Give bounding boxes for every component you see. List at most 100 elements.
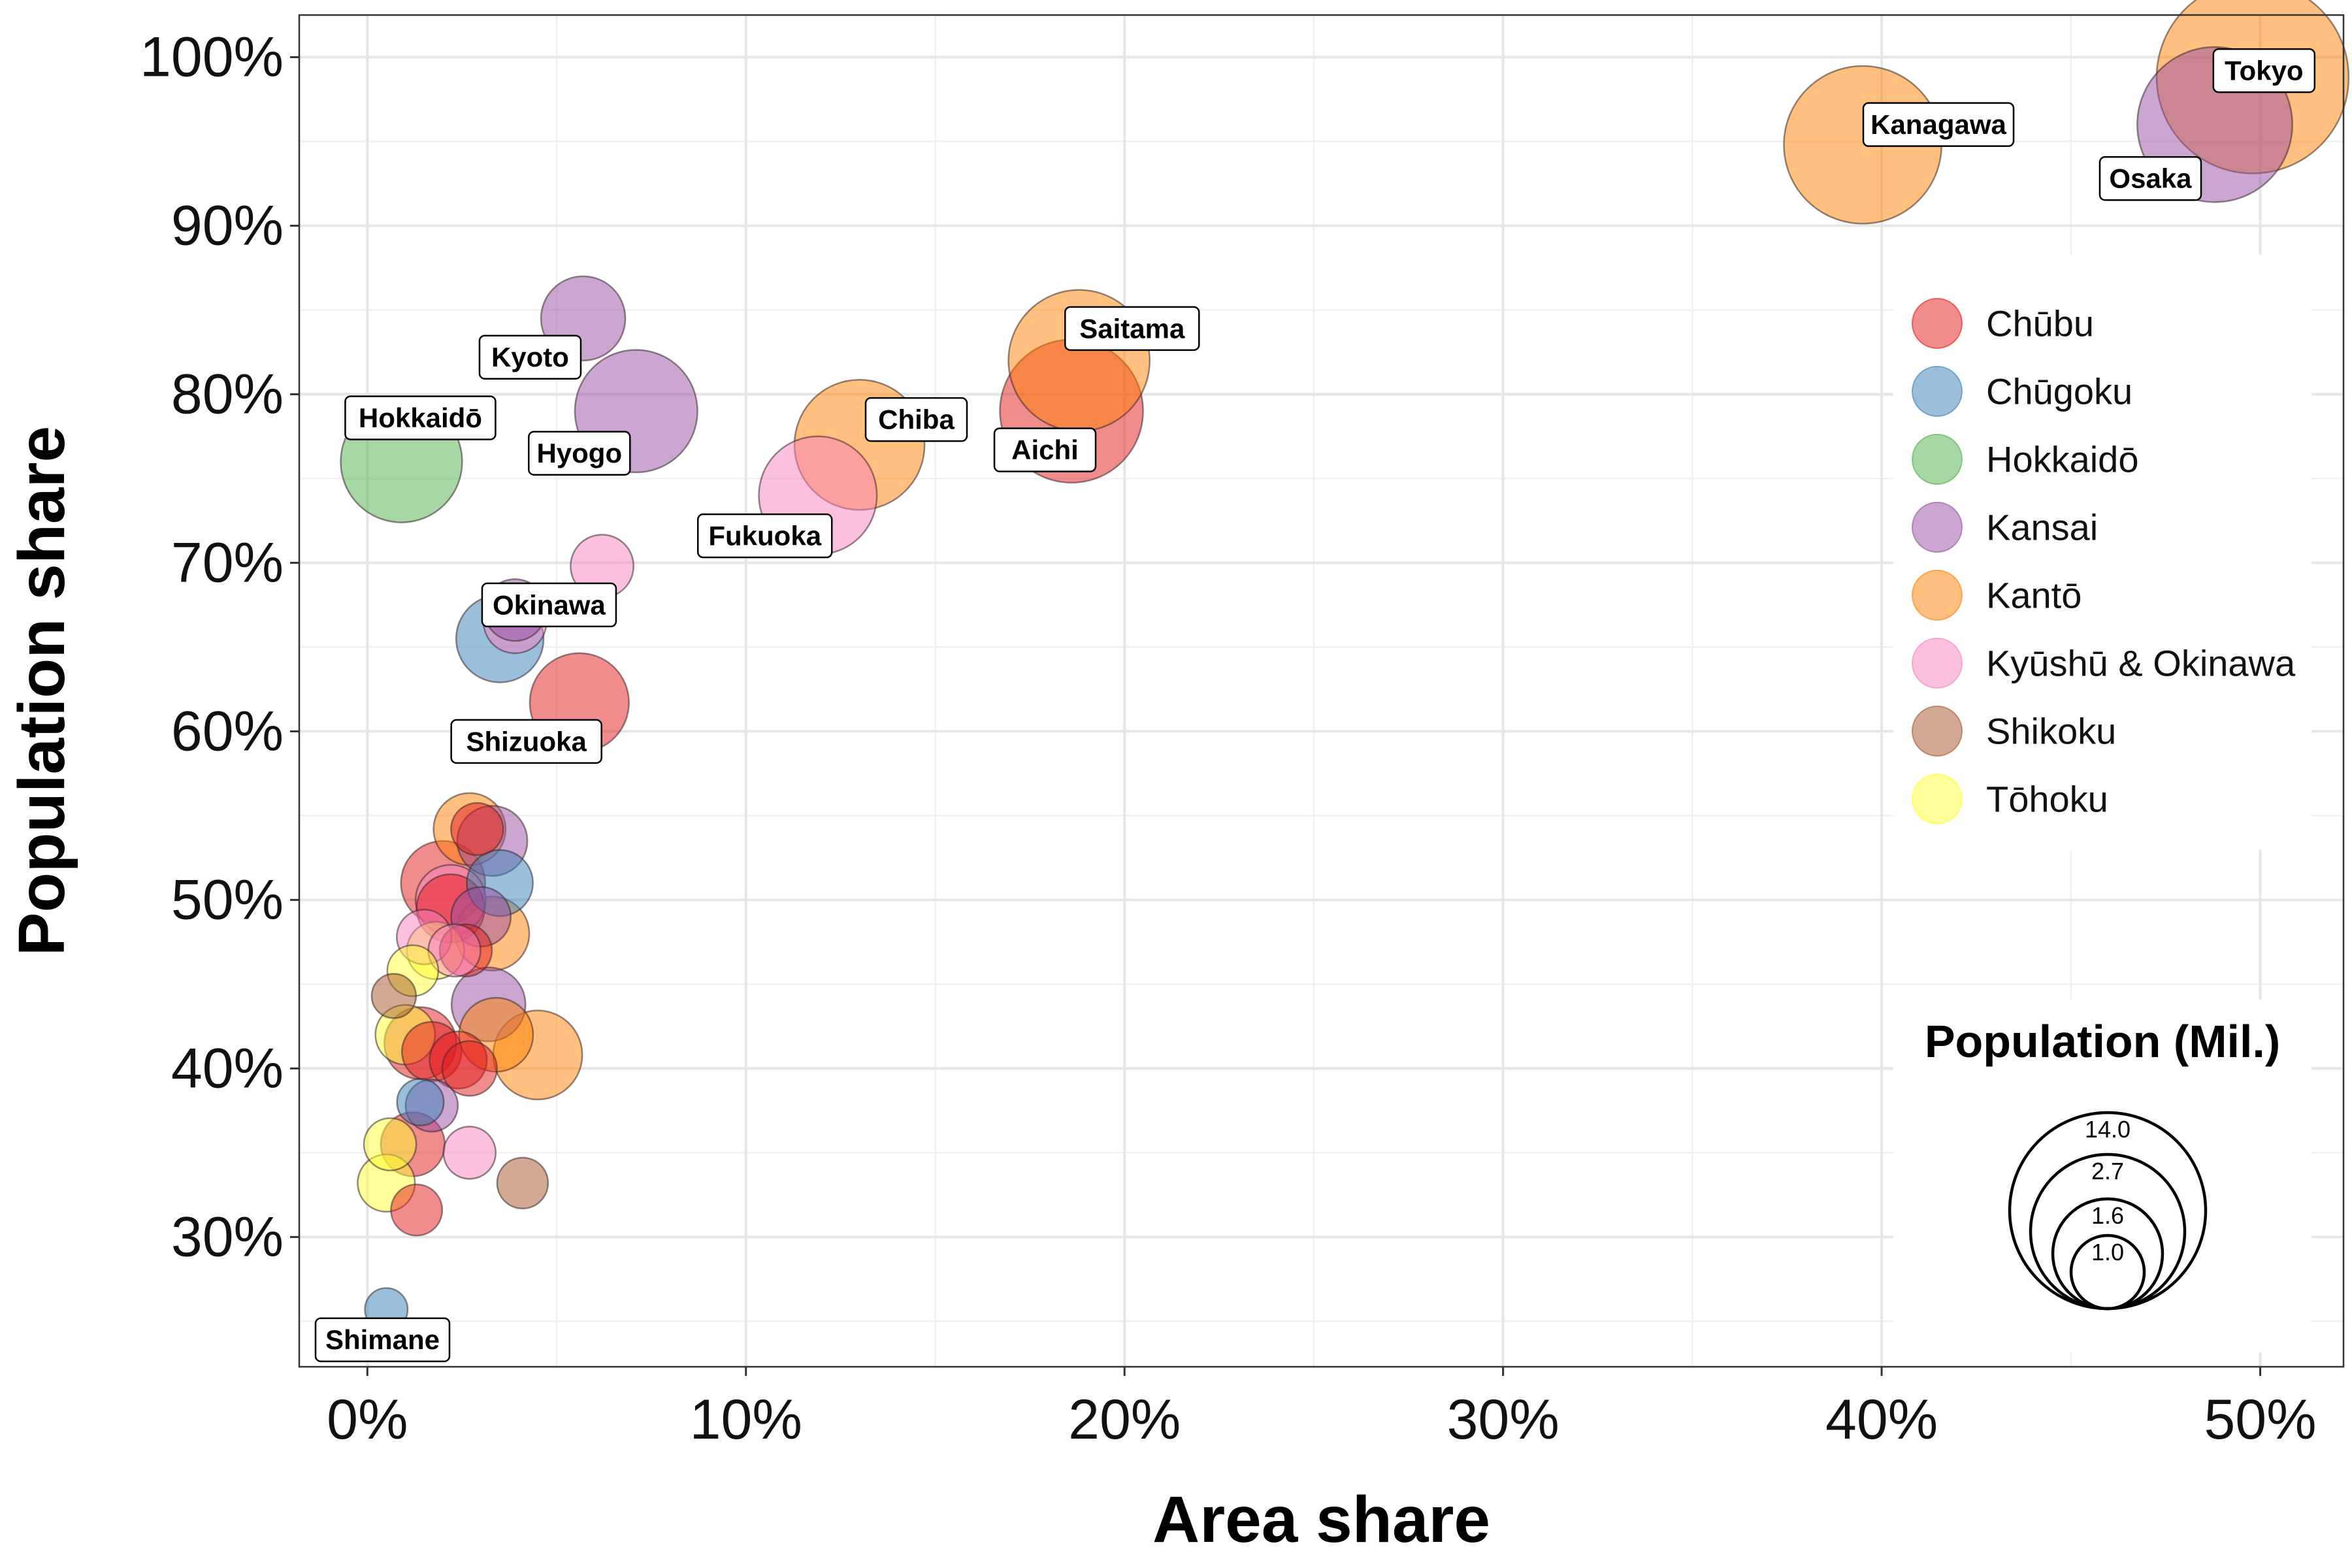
point-label-box: [993, 427, 1097, 472]
point-label-osaka: Osaka: [2099, 155, 2202, 201]
point-label-okinawa: Okinawa: [481, 582, 617, 628]
legend-background: [1893, 255, 2311, 849]
bubble-ch-bu: [390, 1183, 444, 1237]
x-tick-label: 20%: [1068, 1388, 1181, 1451]
legend-label: Chūgoku: [1986, 371, 2132, 412]
point-label-text: Tokyo: [2225, 56, 2304, 86]
legend-swatch: [1912, 570, 1963, 621]
legend-swatch: [1912, 638, 1963, 689]
bubble-t-hoku: [363, 1117, 417, 1171]
point-label-text: Kyoto: [491, 342, 569, 372]
point-label-text: Saitama: [1079, 313, 1185, 344]
legend-swatch: [1912, 298, 1963, 349]
point-label-shizuoka: Shizuoka: [450, 719, 602, 764]
legend-label: Tōhoku: [1986, 779, 2108, 820]
point-label-text: Aichi: [1011, 434, 1079, 465]
size-legend-circle: [2069, 1233, 2146, 1311]
size-legend-background: [1893, 1000, 2311, 1352]
point-label-text: Shizuoka: [466, 726, 587, 757]
x-axis-title: Area share: [1152, 1483, 1490, 1556]
point-label-box: [696, 513, 833, 559]
point-label-aichi: Aichi: [993, 427, 1097, 472]
y-tick-label: 70%: [171, 531, 284, 594]
region-legend: Chūbu Chūgoku Hokkaidō Kansai Kantō Kyūshū & …: [1893, 255, 2311, 849]
point-label-text: Okinawa: [493, 589, 606, 620]
point-label-box: [478, 335, 582, 380]
point-label-box: [1064, 306, 1200, 351]
size-legend-label: 2.7: [2091, 1158, 2124, 1184]
point-label-tokyo: Tokyo: [2212, 48, 2316, 93]
point-label-box: [450, 719, 602, 764]
legend-item: Hokkaidō: [1912, 434, 2138, 485]
x-tick-label: 10%: [690, 1388, 802, 1451]
y-tick-label: 30%: [171, 1205, 284, 1268]
size-legend-title: Population (Mil.): [1925, 1016, 2280, 1067]
x-axis-ticks: 0% 10% 20% 30% 40% 50%: [327, 1367, 2317, 1451]
point-label-kanagawa: Kanagawa: [1862, 102, 2015, 147]
bubble-shikoku: [370, 973, 417, 1019]
legend-swatch: [1912, 366, 1963, 417]
point-label-box: [864, 397, 968, 442]
legend-swatch: [1912, 502, 1963, 553]
point-label-text: Hokkaidō: [359, 402, 482, 433]
y-tick-label: 40%: [171, 1037, 284, 1100]
point-label-text: Fukuoka: [708, 521, 821, 551]
point-label-box: [2212, 48, 2316, 93]
legend-label: Hokkaidō: [1986, 439, 2138, 480]
point-label-text: Osaka: [2109, 163, 2192, 194]
bubble-ch-goku: [396, 1077, 445, 1126]
point-label-text: Shimane: [325, 1324, 440, 1355]
y-axis-title: Population share: [5, 426, 78, 956]
legend-label: Chūbu: [1986, 303, 2094, 344]
point-label-fukuoka: Fukuoka: [696, 513, 833, 559]
legend-label: Kyūshū & Okinawa: [1986, 643, 2296, 684]
legend-item: Kansai: [1912, 502, 2098, 553]
size-legend-label: 1.0: [2091, 1239, 2124, 1266]
point-labels: Tokyo Kanagawa Osaka Saitama Aichi Chiba Fukuo…: [314, 48, 2316, 1362]
legend-label: Kantō: [1986, 575, 2082, 616]
size-legend-label: 14.0: [2085, 1116, 2131, 1143]
y-tick-label: 100%: [140, 25, 284, 88]
y-tick-label: 80%: [171, 363, 284, 425]
point-label-hyogo: Hyogo: [528, 431, 631, 476]
point-label-box: [481, 582, 617, 628]
legend-item: Chūgoku: [1912, 366, 2132, 417]
size-legend-item: 1.0: [2069, 1233, 2146, 1311]
size-legend: Population (Mil.) 14.0 2.7 1.6 1.0: [1893, 1000, 2311, 1352]
legend-label: Kansai: [1986, 507, 2098, 548]
point-label-box: [1862, 102, 2015, 147]
point-label-shimane: Shimane: [314, 1317, 451, 1362]
legend-swatch: [1912, 774, 1963, 825]
x-tick-label: 0%: [327, 1388, 408, 1451]
x-tick-label: 50%: [2204, 1388, 2316, 1451]
point-label-text: Kanagawa: [1870, 109, 2006, 140]
legend-item: Chūbu: [1912, 298, 2094, 349]
point-label-saitama: Saitama: [1064, 306, 1200, 351]
bubble-ky-sh-okinawa: [442, 1126, 497, 1180]
legend-item: Shikoku: [1912, 706, 2116, 757]
point-label-text: Hyogo: [536, 438, 622, 468]
point-label-chiba: Chiba: [864, 397, 968, 442]
plot-panel-border: [298, 14, 2345, 1368]
bubble-shikoku: [496, 1156, 549, 1210]
legend-swatch: [1912, 434, 1963, 485]
point-label-box: [344, 395, 497, 440]
x-tick-label: 40%: [1825, 1388, 1938, 1451]
point-label-kyoto: Kyoto: [478, 335, 582, 380]
point-label-hokkaidō: Hokkaidō: [344, 395, 497, 440]
bubble-ch-bu: [450, 802, 504, 857]
y-tick-label: 50%: [171, 868, 284, 931]
point-label-box: [314, 1317, 451, 1362]
legend-item: Tōhoku: [1912, 774, 2108, 825]
y-tick-label: 60%: [171, 700, 284, 762]
legend-item: Kantō: [1912, 570, 2082, 621]
point-label-text: Chiba: [878, 404, 955, 435]
y-tick-label: 90%: [171, 194, 284, 257]
legend-label: Shikoku: [1986, 711, 2116, 752]
y-axis-ticks: 30% 40% 50% 60% 70% 80% 90% 100%: [140, 25, 299, 1268]
size-legend-label: 1.6: [2091, 1202, 2124, 1229]
legend-item: Kyūshū & Okinawa: [1912, 638, 2296, 689]
point-label-box: [2099, 155, 2202, 201]
